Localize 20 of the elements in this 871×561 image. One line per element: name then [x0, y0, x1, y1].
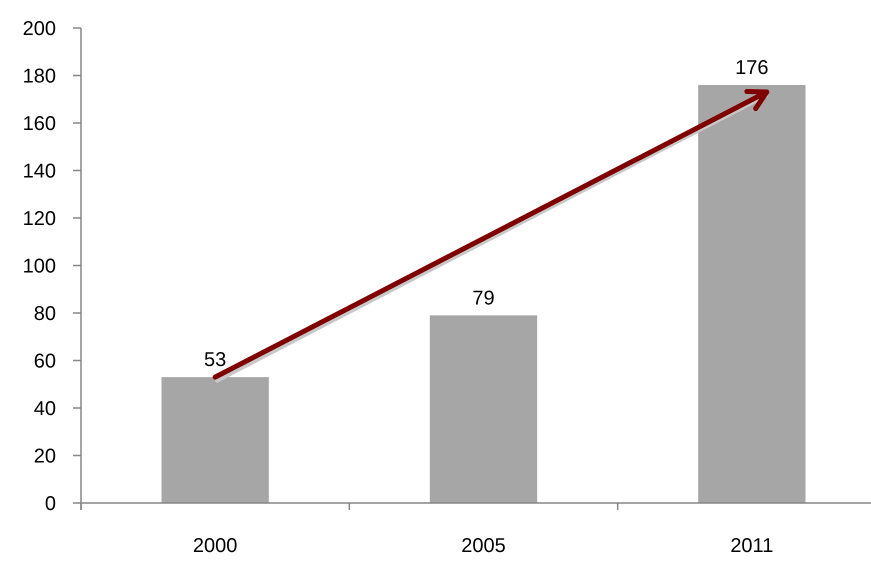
x-tick-label: 2005 — [461, 535, 506, 557]
y-tick-label: 0 — [44, 493, 56, 515]
y-tick-label: 180 — [22, 66, 56, 88]
y-tick-label: 60 — [34, 350, 56, 372]
bar — [698, 85, 806, 503]
x-tick-label: 2011 — [730, 535, 774, 557]
data-label: 79 — [472, 287, 495, 310]
y-tick-label: 160 — [22, 113, 56, 135]
data-label: 176 — [735, 57, 769, 79]
y-tick-label: 40 — [34, 398, 56, 420]
y-tick-label: 120 — [22, 208, 56, 230]
y-tick-label: 20 — [34, 446, 56, 468]
bar — [430, 315, 538, 503]
y-tick-label: 200 — [22, 18, 56, 40]
y-tick-label: 140 — [22, 160, 56, 182]
bar — [162, 377, 269, 503]
y-tick-label: 80 — [34, 303, 56, 325]
y-tick-label: 100 — [22, 256, 56, 278]
data-label: 53 — [204, 349, 226, 372]
x-tick-label: 2000 — [192, 535, 238, 557]
